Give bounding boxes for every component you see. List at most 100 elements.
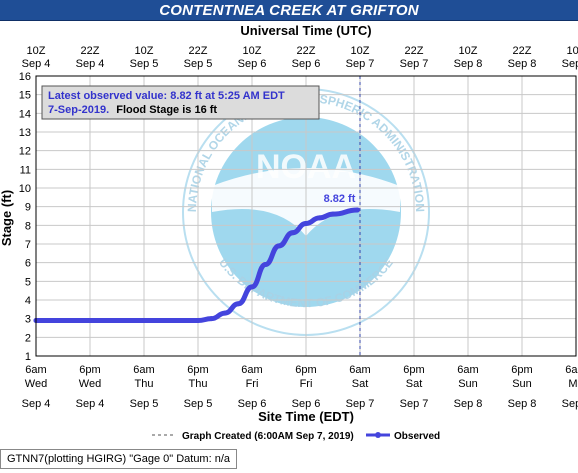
x-tick-label: Wed bbox=[25, 378, 47, 390]
top-tick-label: 22Z bbox=[81, 45, 100, 57]
x-tick-label: 6am bbox=[241, 364, 262, 376]
top-tick-label: Sep 5 bbox=[184, 58, 213, 70]
x-tick-label: Sep 6 bbox=[292, 398, 321, 410]
y-tick-label: 7 bbox=[25, 239, 31, 251]
x-tick-label: Sep 9 bbox=[562, 398, 578, 410]
observed-point bbox=[276, 243, 282, 249]
top-tick-label: Sep 7 bbox=[400, 58, 429, 70]
x-tick-label: Sun bbox=[458, 378, 478, 390]
y-tick-label: 13 bbox=[19, 127, 31, 139]
x-tick-label: Sun bbox=[512, 378, 532, 390]
info-flood-stage: Flood Stage is 16 ft bbox=[116, 104, 217, 116]
x-tick-label: Sep 8 bbox=[508, 398, 537, 410]
info-box: Latest observed value: 8.82 ft at 5:25 A… bbox=[41, 85, 320, 120]
footer-note: GTNN7(plotting HGIRG) "Gage 0" Datum: n/… bbox=[0, 449, 237, 469]
top-tick-label: Sep 9 bbox=[562, 58, 578, 70]
y-tick-label: 1 bbox=[25, 351, 31, 363]
title-bar: CONTENTNEA CREEK AT GRIFTON bbox=[0, 0, 578, 21]
top-tick-label: 10Z bbox=[27, 45, 46, 57]
top-tick-label: 10Z bbox=[351, 45, 370, 57]
top-tick-label: Sep 4 bbox=[76, 58, 105, 70]
observed-point bbox=[354, 207, 360, 213]
y-tick-label: 12 bbox=[19, 146, 31, 158]
top-tick-label: 22Z bbox=[189, 45, 208, 57]
x-tick-label: 6am bbox=[25, 364, 46, 376]
observed-point bbox=[141, 318, 147, 324]
top-tick-label: 10Z bbox=[567, 45, 578, 57]
x-tick-label: 6pm bbox=[295, 364, 316, 376]
observed-point bbox=[87, 318, 93, 324]
last-value-label: 8.82 ft bbox=[324, 193, 356, 205]
x-tick-label: 6pm bbox=[403, 364, 424, 376]
observed-point bbox=[249, 284, 255, 290]
y-tick-label: 4 bbox=[25, 295, 31, 307]
x-tick-label: Fri bbox=[246, 378, 259, 390]
x-tick-label: 6pm bbox=[187, 364, 208, 376]
top-tick-label: 22Z bbox=[297, 45, 316, 57]
x-tick-label: Thu bbox=[135, 378, 154, 390]
observed-point bbox=[303, 220, 309, 226]
y-tick-label: 6 bbox=[25, 258, 31, 270]
y-tick-label: 16 bbox=[19, 71, 31, 83]
observed-point bbox=[263, 262, 268, 268]
x-tick-label: Sep 7 bbox=[346, 398, 375, 410]
x-tick-label: Thu bbox=[189, 378, 208, 390]
y-tick-label: 10 bbox=[19, 183, 31, 195]
y-tick-label: 14 bbox=[19, 108, 31, 120]
observed-point bbox=[209, 316, 214, 322]
top-tick-label: Sep 8 bbox=[454, 58, 483, 70]
y-tick-label: 3 bbox=[25, 314, 31, 326]
top-tick-label: Sep 5 bbox=[130, 58, 159, 70]
x-tick-label: Sat bbox=[352, 378, 369, 390]
y-tick-label: 5 bbox=[25, 276, 31, 288]
plot-area: 8.82 ft bbox=[33, 76, 361, 356]
top-axis-label: Universal Time (UTC) bbox=[240, 23, 371, 38]
y-axis-label: Stage (ft) bbox=[0, 190, 14, 246]
top-tick-label: 22Z bbox=[405, 45, 424, 57]
x-tick-label: Sat bbox=[406, 378, 423, 390]
info-line-1: Latest observed value: 8.82 ft at 5:25 A… bbox=[48, 90, 285, 102]
x-tick-label: Sep 5 bbox=[184, 398, 213, 410]
top-tick-label: 22Z bbox=[513, 45, 532, 57]
x-tick-label: Sep 8 bbox=[454, 398, 483, 410]
svg-text:7-Sep-2019. Flood Stage: 7-Sep-2019. Flood Stage is 16 ft bbox=[48, 104, 217, 116]
x-tick-label: Wed bbox=[79, 378, 101, 390]
x-tick-label: Fri bbox=[300, 378, 313, 390]
y-tick-label: 9 bbox=[25, 202, 31, 214]
top-tick-label: 10Z bbox=[243, 45, 262, 57]
x-tick-label: 6am bbox=[349, 364, 370, 376]
legend-created: Graph Created (6:00AM Sep 7, 2019) bbox=[182, 431, 354, 442]
observed-point bbox=[222, 310, 228, 316]
x-tick-label: 6am bbox=[565, 364, 578, 376]
top-tick-label: Sep 6 bbox=[292, 58, 321, 70]
x-tick-label: 6pm bbox=[79, 364, 100, 376]
x-tick-label: 6am bbox=[457, 364, 478, 376]
y-tick-label: 15 bbox=[19, 90, 31, 102]
observed-point bbox=[236, 301, 241, 307]
x-tick-label: 6pm bbox=[511, 364, 532, 376]
observed-point bbox=[195, 318, 201, 324]
plot-frame bbox=[35, 75, 577, 357]
x-tick-label: 6am bbox=[133, 364, 154, 376]
x-axis-label: Site Time (EDT) bbox=[258, 409, 354, 424]
top-tick-label: 10Z bbox=[135, 45, 154, 57]
y-tick-label: 11 bbox=[20, 164, 31, 176]
top-tick-label: Sep 4 bbox=[22, 58, 51, 70]
info-date: 7-Sep-2019. bbox=[48, 104, 109, 116]
x-tick-label: Sep 4 bbox=[76, 398, 105, 410]
top-tick-label: 10Z bbox=[459, 45, 478, 57]
chart-title: CONTENTNEA CREEK AT GRIFTON bbox=[159, 2, 419, 19]
y-tick-label: 8 bbox=[25, 220, 31, 232]
x-tick-label: Sep 7 bbox=[400, 398, 429, 410]
observed-point bbox=[317, 215, 322, 221]
legend-observed: Observed bbox=[394, 431, 440, 442]
x-tick-label: Sep 5 bbox=[130, 398, 159, 410]
observed-point bbox=[330, 211, 336, 217]
top-tick-label: Sep 7 bbox=[346, 58, 375, 70]
legend: Graph Created (6:00AM Sep 7, 2019) Obser… bbox=[152, 431, 440, 442]
top-tick-label: Sep 6 bbox=[238, 58, 267, 70]
x-tick-label: Sep 6 bbox=[238, 398, 267, 410]
y-tick-label: 2 bbox=[25, 332, 31, 344]
top-tick-label: Sep 8 bbox=[508, 58, 537, 70]
